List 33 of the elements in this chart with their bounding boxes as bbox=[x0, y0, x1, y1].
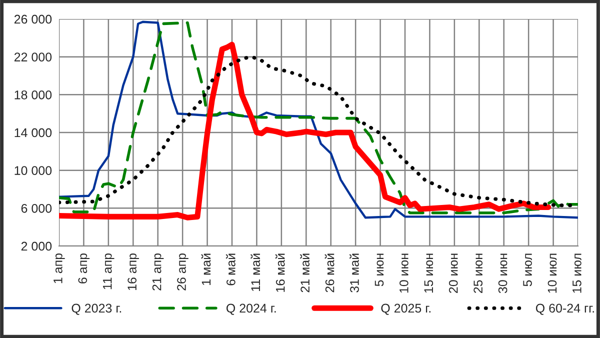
x-tick-label: 26 май bbox=[324, 254, 334, 292]
legend-label: Q 60-24 гг. bbox=[536, 304, 594, 315]
legend-label: Q 2025 г. bbox=[381, 304, 430, 315]
x-tick-label: 16 апр bbox=[128, 253, 139, 290]
x-tick-label: 11 май bbox=[250, 254, 260, 291]
y-tick-label: 14 000 bbox=[14, 128, 52, 138]
x-tick-label: 1 май bbox=[201, 254, 211, 285]
y-tick-label: 10 000 bbox=[14, 166, 52, 175]
x-tick-label: 5 июн bbox=[374, 254, 384, 286]
x-tick-label: 10 июл bbox=[548, 254, 557, 293]
x-tick-label: 30 июн bbox=[498, 254, 508, 294]
y-tick-label: 6 000 bbox=[21, 204, 52, 213]
x-tick-label: 26 апр bbox=[177, 253, 188, 290]
x-tick-label: 25 июн bbox=[474, 254, 482, 293]
legend-label: Q 2024 г. bbox=[226, 304, 276, 315]
y-tick-label: 22 000 bbox=[14, 52, 52, 62]
x-tick-label: 11 апр bbox=[103, 253, 114, 290]
x-tick-label: 21 апр bbox=[152, 253, 164, 290]
x-tick-label: 21 май bbox=[300, 254, 310, 292]
x-tick-label: 15 июл bbox=[572, 254, 582, 293]
legend-label: Q 2023 г. bbox=[72, 304, 122, 315]
y-tick-label: 26 000 bbox=[14, 14, 52, 24]
x-tick-label: 31 май bbox=[350, 254, 359, 292]
y-tick-label: 18 000 bbox=[14, 90, 52, 100]
x-tick-label: 10 июн bbox=[400, 254, 408, 293]
x-tick-label: 1 апр bbox=[54, 253, 65, 284]
x-tick-label: 20 июн bbox=[448, 254, 458, 293]
y-tick-label: 2 000 bbox=[21, 242, 52, 251]
x-tick-label: 6 апр bbox=[78, 253, 90, 284]
x-tick-label: 5 июл bbox=[523, 254, 532, 286]
x-tick-label: 6 май bbox=[226, 254, 236, 286]
x-tick-label: 16 май bbox=[275, 254, 285, 292]
x-tick-label: 15 июн bbox=[424, 254, 434, 293]
